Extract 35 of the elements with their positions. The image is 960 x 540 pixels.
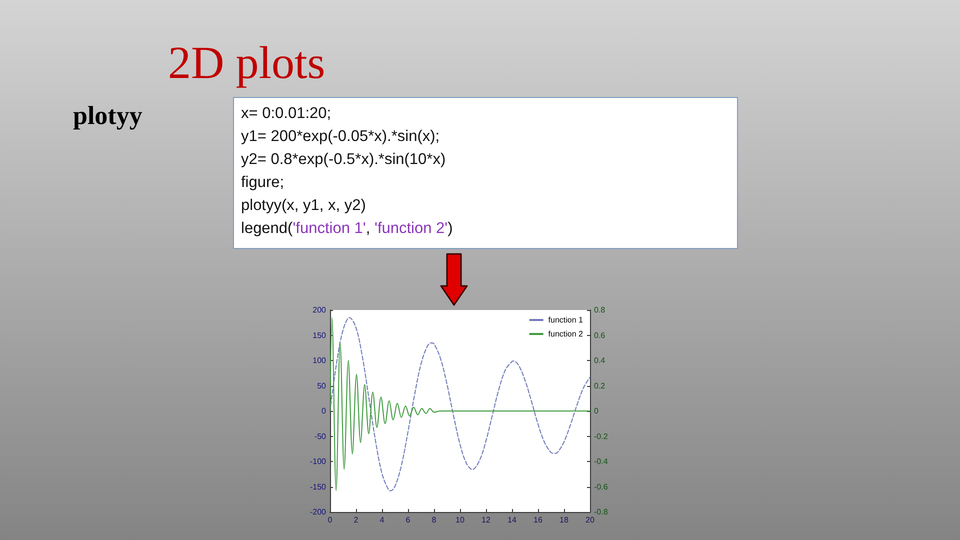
y-tick-label: 200 (312, 306, 327, 314)
code-panel: x= 0:0.01:20; y1= 200*exp(-0.05*x).*sin(x); y2= 0.8*exp(-0.5*x).*sin(10*x) figure; plotyy(x, y1, x, y2) legend('function 1', 'function 2') (233, 97, 738, 249)
y2-tick-label: 0 (594, 406, 599, 416)
y2-tick-label: 0.6 (594, 330, 606, 340)
x-tick-label: 2 (354, 516, 359, 524)
y-tick-label: 150 (312, 330, 327, 340)
y2-tick-label: -0.4 (594, 457, 608, 466)
x-tick-label: 10 (456, 516, 465, 524)
x-tick-label: 8 (432, 516, 437, 524)
x-tick-label: 20 (586, 516, 595, 524)
text: plotyy (73, 101, 142, 130)
y-tick-label: -100 (310, 457, 327, 466)
y2-tick-label: 0.8 (594, 306, 606, 314)
x-tick-label: 12 (482, 516, 491, 524)
x-tick-label: 6 (406, 516, 411, 524)
y-tick-label: 100 (312, 356, 327, 365)
legend-label: function 1 (548, 316, 584, 324)
x-tick-label: 4 (380, 516, 385, 524)
line-series (330, 317, 590, 492)
chart-title: 2D plots (168, 37, 326, 88)
y-tick-label: -150 (310, 482, 327, 492)
y2-tick-label: -0.8 (594, 508, 608, 516)
y2-tick-label: 0.2 (594, 381, 606, 390)
legend-label: function 2 (548, 330, 584, 338)
x-tick-label: 0 (328, 516, 333, 524)
y-tick-label: -50 (314, 432, 327, 441)
x-tick-label: 18 (560, 516, 569, 524)
y2-tick-label: -0.6 (594, 482, 608, 492)
x-tick-label: 16 (534, 516, 543, 524)
y-tick-label: 50 (317, 381, 327, 390)
x-tick-label: 14 (508, 516, 517, 524)
y-tick-label: -200 (310, 508, 327, 516)
y2-tick-label: -0.2 (594, 432, 608, 441)
y2-tick-label: 0.4 (594, 356, 606, 365)
y-tick-label: 0 (322, 406, 327, 416)
